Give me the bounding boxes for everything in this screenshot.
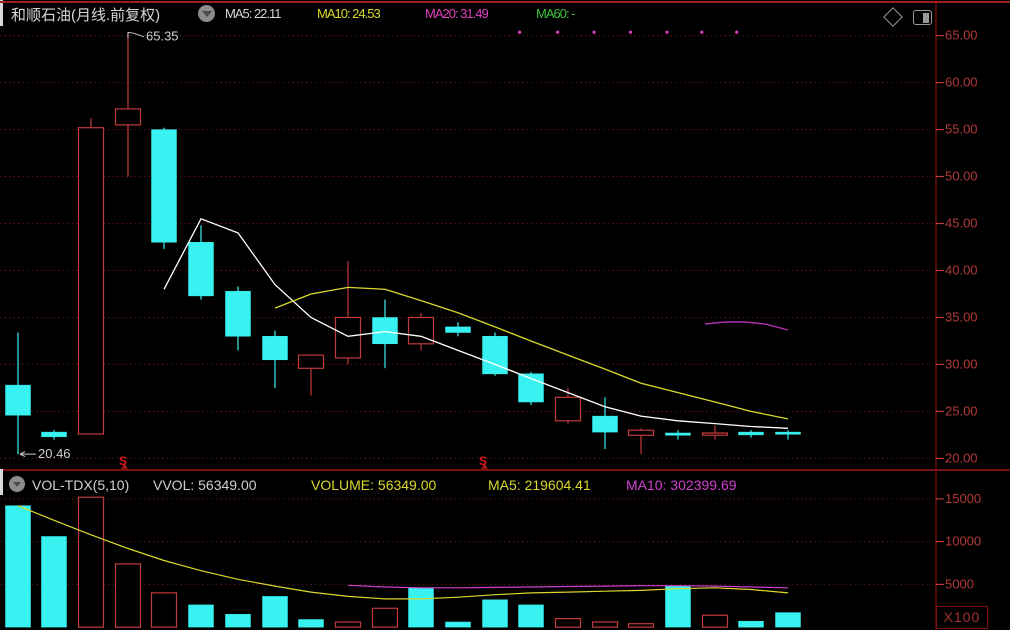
- svg-text:55.00: 55.00: [945, 122, 978, 137]
- svg-text:5000: 5000: [945, 576, 974, 591]
- svg-text:35.00: 35.00: [945, 310, 978, 325]
- svg-text:S: S: [119, 454, 127, 468]
- svg-text:20.46: 20.46: [38, 446, 71, 461]
- svg-text:50.00: 50.00: [945, 169, 978, 184]
- svg-text:10000: 10000: [945, 534, 981, 549]
- svg-text:S: S: [479, 454, 487, 468]
- svg-text:30.00: 30.00: [945, 356, 978, 371]
- svg-text:40.00: 40.00: [945, 263, 978, 278]
- svg-text:45.00: 45.00: [945, 216, 978, 231]
- svg-text:65.00: 65.00: [945, 28, 978, 43]
- svg-text:65.35: 65.35: [146, 28, 179, 43]
- svg-text:60.00: 60.00: [945, 75, 978, 90]
- svg-text:20.00: 20.00: [945, 450, 978, 465]
- svg-text:25.00: 25.00: [945, 403, 978, 418]
